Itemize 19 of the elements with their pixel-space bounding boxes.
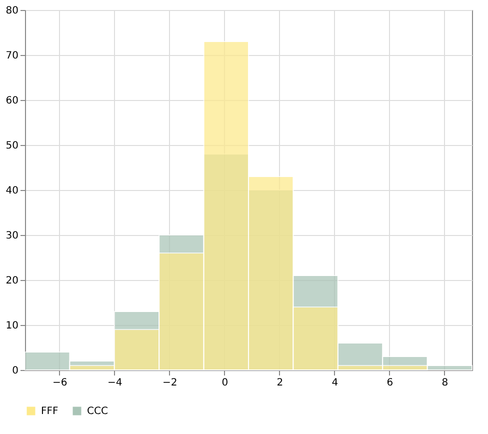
x-tick-label: 4 (332, 378, 338, 388)
y-tick-label: 60 (6, 96, 18, 106)
y-tick-label: 50 (6, 140, 18, 152)
x-tick-label: −6 (52, 378, 68, 388)
legend-label: CCC (87, 406, 108, 417)
y-tick-label: 70 (6, 50, 18, 62)
x-tick-label: 2 (276, 378, 284, 388)
x-tick-label: −4 (108, 378, 122, 388)
y-tick-label: 80 (6, 6, 18, 16)
y-tick-label: 20 (6, 276, 18, 286)
x-tick-label: 6 (386, 378, 394, 388)
y-tick-label: 30 (6, 230, 18, 242)
y-tick-label: 40 (6, 186, 18, 196)
x-tick-label: 8 (442, 378, 448, 388)
legend-label: FFF (41, 406, 59, 417)
x-tick-label: 0 (222, 378, 228, 388)
y-tick-label: 10 (6, 320, 18, 332)
x-tick-label: −2 (162, 378, 178, 388)
y-tick-label: 0 (12, 366, 18, 376)
